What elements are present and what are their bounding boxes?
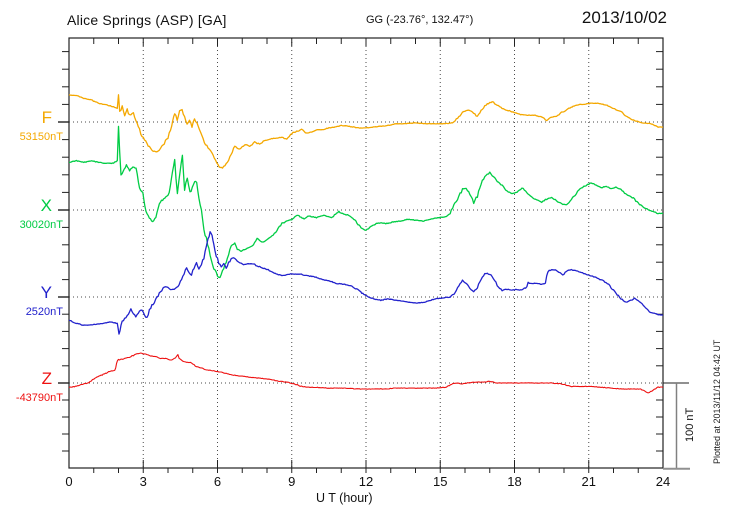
x-tick-label-6: 6	[213, 474, 222, 489]
x-tick-label-15: 15	[433, 474, 448, 489]
component-basevalue-F: 53150nT	[19, 131, 63, 143]
plotted-at-note: Plotted at 2013/11/12 04:42 UT	[712, 339, 722, 464]
x-tick-label-12: 12	[358, 474, 374, 489]
observation-date: 2013/10/02	[581, 8, 667, 27]
component-basevalue-X: 30020nT	[19, 219, 63, 231]
component-label-Z: Z	[41, 369, 52, 388]
trace-Y	[68, 231, 664, 335]
x-tick-label-21: 21	[581, 474, 596, 489]
x-axis-title: U T (hour)	[316, 491, 373, 505]
x-tick-label-18: 18	[507, 474, 522, 489]
x-tick-label-9: 9	[288, 474, 296, 489]
trace-F	[68, 94, 663, 169]
x-tick-label-0: 0	[65, 474, 73, 489]
page-title: Alice Springs (ASP) [GA]	[67, 12, 227, 28]
scale-bar-label: 100 nT	[684, 407, 696, 442]
component-label-X: X	[40, 196, 52, 215]
geographic-coordinates: GG (-23.76°, 132.47°)	[366, 14, 474, 26]
component-label-F: F	[41, 108, 52, 127]
x-tick-label-24: 24	[655, 474, 671, 489]
component-label-Y: Y	[40, 283, 52, 302]
trace-Z	[68, 352, 664, 394]
x-tick-label-3: 3	[139, 474, 147, 489]
trace-X	[68, 125, 664, 279]
component-basevalue-Y: 2520nT	[25, 306, 63, 318]
component-basevalue-Z: -43790nT	[15, 392, 63, 404]
